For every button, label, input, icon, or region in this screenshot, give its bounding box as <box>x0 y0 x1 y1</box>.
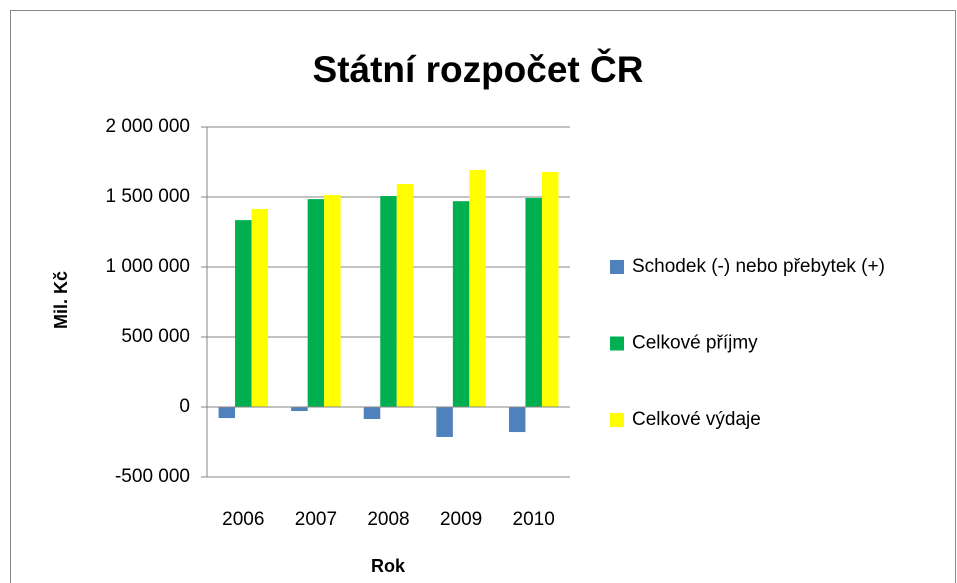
bar <box>525 197 542 407</box>
y-tick-label: -500 000 <box>115 466 190 487</box>
bar <box>307 199 325 407</box>
bar <box>396 183 414 407</box>
y-tick-label: 0 <box>179 396 190 417</box>
bar <box>541 171 559 407</box>
bar <box>436 407 453 437</box>
x-tick-label: 2006 <box>222 509 264 530</box>
bar <box>291 407 308 412</box>
bar <box>251 209 269 407</box>
y-tick-label: 2 000 000 <box>105 116 190 137</box>
bar <box>508 407 526 433</box>
x-tick-label: 2007 <box>295 509 337 530</box>
legend-swatch <box>610 336 624 351</box>
legend-label: Schodek (-) nebo přebytek (+) <box>632 256 885 277</box>
x-tick-label: 2010 <box>513 509 555 530</box>
bar <box>380 196 397 407</box>
y-tick-label: 500 000 <box>121 326 190 347</box>
bar <box>235 220 252 407</box>
x-tick-label: 2008 <box>367 509 409 530</box>
bar <box>469 169 486 407</box>
bar <box>363 407 381 420</box>
x-tick-label: 2009 <box>440 509 482 530</box>
y-axis-label: Mil. Kč <box>51 271 71 329</box>
chart-title: Státní rozpočet ČR <box>313 48 644 90</box>
bar <box>324 195 341 407</box>
legend-label: Celkové výdaje <box>632 409 761 430</box>
legend-label: Celkové příjmy <box>632 333 758 354</box>
y-tick-label: 1 000 000 <box>105 256 190 277</box>
legend-swatch <box>610 413 624 427</box>
legend-swatch <box>610 260 624 274</box>
y-tick-label: 1 500 000 <box>105 186 190 207</box>
bar <box>452 201 470 407</box>
x-axis-label: Rok <box>371 556 406 576</box>
bar <box>218 407 236 419</box>
